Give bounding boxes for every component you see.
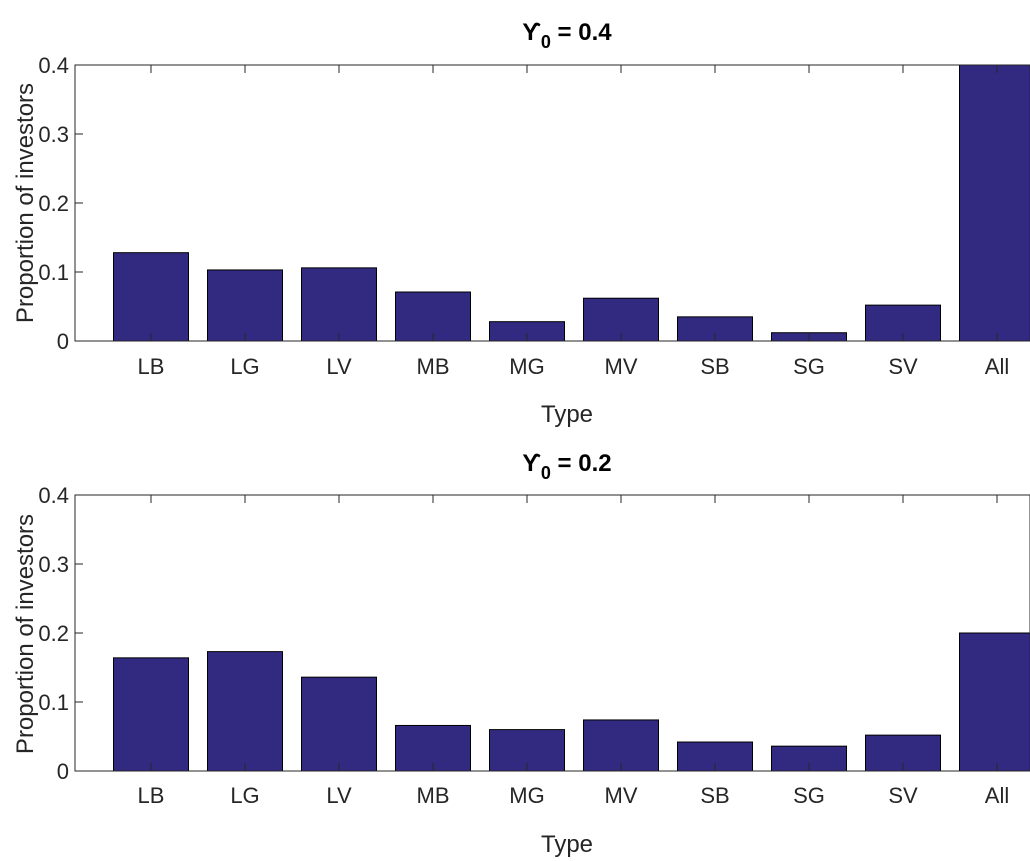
bottom-xtick-label: SV: [888, 783, 918, 808]
bottom-title: ϒ0 = 0.2: [522, 450, 611, 483]
top-ytick-label: 0.3: [38, 122, 69, 147]
bottom-ytick-label: 0.1: [38, 690, 69, 715]
bottom-xtick-label: LG: [230, 783, 259, 808]
bottom-ytick-label: 0: [57, 759, 69, 784]
bottom-xtick-label: SB: [700, 783, 729, 808]
bottom-ytick-label: 0.4: [38, 483, 69, 508]
top-xtick-label: All: [985, 354, 1009, 379]
top-ytick-label: 0.4: [38, 53, 69, 78]
bottom-xtick-label: MG: [509, 783, 544, 808]
bottom-subplot: ϒ0 = 0.2 Proportion of investors Type 0 0…: [12, 450, 1030, 858]
top-xtick-label: MV: [605, 354, 638, 379]
top-bar-mb: [395, 291, 471, 342]
bottom-xtick-label: All: [985, 783, 1009, 808]
bottom-xtick-label: LV: [326, 783, 352, 808]
bottom-xtick-label: SG: [793, 783, 825, 808]
top-subplot: ϒ0 = 0.4 Proportion of investors Type 0 0…: [12, 19, 1030, 428]
bottom-bar-lg: [207, 651, 283, 772]
top-ytick-label: 0.2: [38, 191, 69, 216]
top-title: ϒ0 = 0.4: [522, 19, 612, 52]
bottom-xtick-label: MV: [605, 783, 638, 808]
top-xtick-label: SV: [888, 354, 918, 379]
bottom-y-axis-label: Proportion of investors: [12, 514, 39, 754]
top-xtick-label: LV: [326, 354, 352, 379]
top-xtick-label: LG: [230, 354, 259, 379]
top-xtick-label: MG: [509, 354, 544, 379]
top-xtick-label: SG: [793, 354, 825, 379]
bottom-x-axis-label: Type: [541, 831, 593, 858]
bottom-bar-all: [959, 632, 1030, 772]
top-xtick-label: SB: [700, 354, 729, 379]
bottom-ytick-label: 0.3: [38, 552, 69, 577]
bottom-bar-lb: [113, 657, 189, 772]
top-bar-lv: [301, 267, 377, 342]
top-bar-lb: [113, 252, 189, 342]
top-ytick-label: 0: [57, 329, 69, 354]
bottom-bar-lv: [301, 676, 377, 772]
bottom-xtick-label: MB: [417, 783, 450, 808]
top-bar-all: [959, 64, 1030, 342]
top-xtick-label: MB: [417, 354, 450, 379]
top-y-axis-label: Proportion of investors: [12, 83, 39, 323]
top-x-axis-label: Type: [541, 401, 593, 428]
top-bar-lg: [207, 269, 283, 342]
top-ytick-label: 0.1: [38, 260, 69, 285]
top-xtick-label: LB: [138, 354, 165, 379]
bottom-ytick-label: 0.2: [38, 621, 69, 646]
bottom-bar-mv: [583, 719, 659, 772]
bottom-xtick-label: LB: [138, 783, 165, 808]
